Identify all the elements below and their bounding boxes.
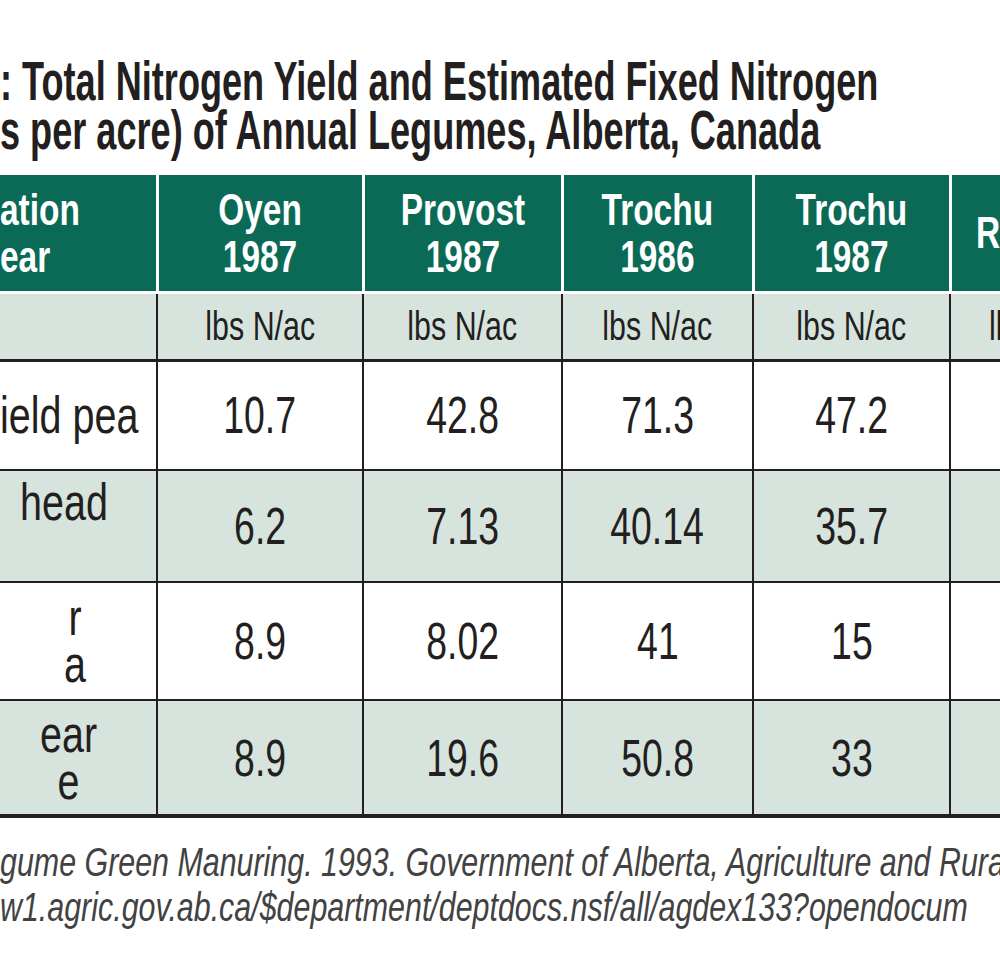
cell-value: 42.8	[363, 360, 562, 470]
column-header-trochu-1987: Trochu 1987	[753, 175, 950, 292]
document-page: : Total Nitrogen Yield and Estimated Fix…	[0, 0, 1000, 979]
cell-value: 40.14	[562, 470, 753, 582]
cell-value: 41	[562, 582, 753, 700]
units-cell: lbs N/ac	[562, 292, 753, 360]
row-label: head	[0, 470, 157, 582]
document-title: : Total Nitrogen Yield and Estimated Fix…	[0, 56, 878, 154]
row-label: r a	[0, 582, 157, 700]
units-row: lbs N/ac lbs N/ac lbs N/ac lbs N/ac lb	[0, 292, 1000, 360]
nitrogen-yield-table: ation ear Oyen 1987 Provost 1987 Trochu …	[0, 175, 1000, 818]
cell-value-cutoff	[950, 700, 1000, 816]
cell-value: 71.3	[562, 360, 753, 470]
table-row-field-pea: ield pea 10.7 42.8 71.3 47.2	[0, 360, 1000, 470]
table-row-ear-e: ear e 8.9 19.6 50.8 33	[0, 700, 1000, 816]
column-header-provost-1987: Provost 1987	[363, 175, 562, 292]
cell-value-cutoff	[950, 360, 1000, 470]
cell-value: 10.7	[157, 360, 363, 470]
cell-value: 33	[753, 700, 950, 816]
column-header-cutoff: R	[950, 175, 1000, 292]
units-cell-cutoff: lb	[950, 292, 1000, 360]
cell-value: 50.8	[562, 700, 753, 816]
cell-value-cutoff	[950, 582, 1000, 700]
column-header-location-year: ation ear	[0, 175, 157, 292]
cell-value: 6.2	[157, 470, 363, 582]
cell-value: 35.7	[753, 470, 950, 582]
cell-value-cutoff	[950, 470, 1000, 582]
table-header-row: ation ear Oyen 1987 Provost 1987 Trochu …	[0, 175, 1000, 292]
cell-value: 19.6	[363, 700, 562, 816]
cell-value: 8.02	[363, 582, 562, 700]
title-line-2: s per acre) of Annual Legumes, Alberta, …	[0, 98, 820, 161]
cell-value: 15	[753, 582, 950, 700]
row-label: ear e	[0, 700, 157, 816]
units-cell: lbs N/ac	[753, 292, 950, 360]
table-row-r-a: r a 8.9 8.02 41 15	[0, 582, 1000, 700]
data-table: ation ear Oyen 1987 Provost 1987 Trochu …	[0, 175, 1000, 818]
cell-value: 7.13	[363, 470, 562, 582]
cell-value: 8.9	[157, 700, 363, 816]
source-line-1: gume Green Manuring. 1993. Government of…	[0, 840, 1000, 884]
column-header-trochu-1986: Trochu 1986	[562, 175, 753, 292]
units-cell-empty	[0, 292, 157, 360]
cell-value: 47.2	[753, 360, 950, 470]
cell-value: 8.9	[157, 582, 363, 700]
table-row-head: head 6.2 7.13 40.14 35.7	[0, 470, 1000, 582]
source-line-2: w1.agric.gov.ab.ca/$department/deptdocs.…	[0, 885, 968, 929]
row-label: ield pea	[0, 360, 157, 470]
column-header-oyen-1987: Oyen 1987	[157, 175, 363, 292]
units-cell: lbs N/ac	[363, 292, 562, 360]
source-citation: gume Green Manuring. 1993. Government of…	[0, 840, 1000, 930]
units-cell: lbs N/ac	[157, 292, 363, 360]
